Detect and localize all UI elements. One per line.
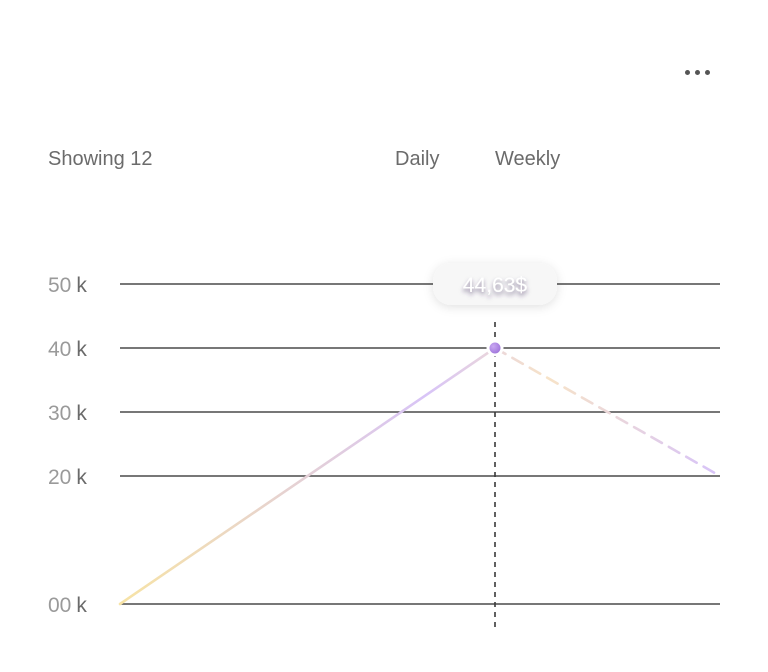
- tab-weekly[interactable]: Weekly: [495, 148, 561, 170]
- y-tick-label: 30 k: [48, 402, 87, 425]
- y-tick-unit: k: [76, 594, 87, 617]
- y-tick-label: 20 k: [48, 466, 87, 489]
- y-tick-value: 50: [48, 274, 71, 297]
- tooltip-value: 44,63$: [463, 274, 528, 297]
- more-options-icon: [684, 69, 690, 75]
- y-tick-value: 20: [48, 466, 71, 489]
- y-tick-value: 00: [48, 594, 71, 617]
- y-tick-unit: k: [76, 402, 87, 425]
- y-tick-value: 30: [48, 402, 71, 425]
- y-tick-unit: k: [76, 466, 87, 489]
- more-options-icon-dot: [694, 69, 700, 75]
- series-line-segment: [118, 346, 497, 606]
- showing-count-label: Showing 12: [48, 148, 153, 170]
- y-tick-label: 00 k: [48, 594, 87, 617]
- y-tick-unit: k: [76, 338, 87, 361]
- more-options-icon-dot: [704, 69, 710, 75]
- y-tick-value: 40: [48, 338, 71, 361]
- y-tick-unit: k: [76, 274, 87, 297]
- more-options-button[interactable]: [676, 60, 718, 84]
- tooltip-bubble: [433, 263, 557, 305]
- series-line-segment: [493, 346, 722, 478]
- y-tick-label: 50 k: [48, 274, 87, 297]
- y-tick-label: 40 k: [48, 338, 87, 361]
- tab-daily[interactable]: Daily: [395, 148, 440, 170]
- data-point-marker[interactable]: [489, 342, 501, 354]
